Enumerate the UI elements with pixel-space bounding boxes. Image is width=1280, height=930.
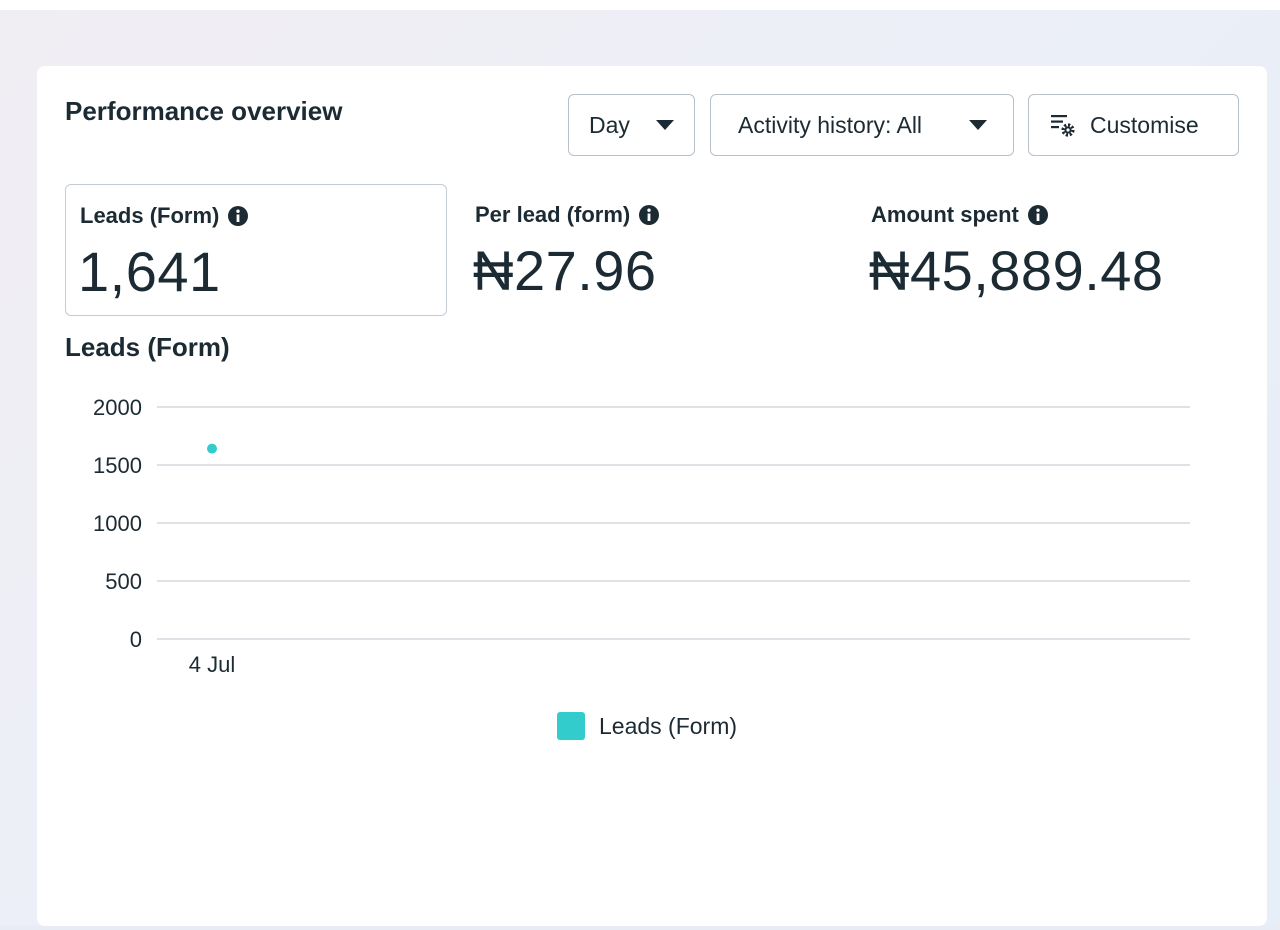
legend-swatch bbox=[557, 712, 585, 740]
x-tick-label: 4 Jul bbox=[189, 652, 235, 677]
y-tick-label: 2000 bbox=[93, 395, 142, 420]
metric-card-amount-spent[interactable]: Amount spent ₦45,889.48 bbox=[857, 184, 1257, 316]
metric-value: ₦45,889.48 bbox=[869, 239, 1164, 302]
data-point[interactable] bbox=[207, 443, 217, 454]
y-tick-label: 1500 bbox=[93, 453, 142, 478]
filter-settings-icon bbox=[1051, 115, 1075, 137]
customise-button[interactable]: Customise bbox=[1028, 94, 1239, 156]
chart-legend[interactable]: Leads (Form) bbox=[557, 712, 737, 740]
metric-label-text: Per lead (form) bbox=[475, 202, 631, 227]
chevron-down-icon bbox=[969, 120, 987, 130]
y-tick-label: 500 bbox=[105, 569, 142, 594]
activity-history-dropdown-button[interactable]: Activity history: All bbox=[710, 94, 1014, 156]
activity-history-label: Activity history: All bbox=[738, 111, 923, 138]
leads-chart: 0 500 1000 1500 2000 4 Jul bbox=[93, 395, 1190, 677]
metric-value: 1,641 bbox=[78, 240, 221, 303]
metric-label: Amount spent bbox=[871, 202, 1049, 228]
day-dropdown-label: Day bbox=[589, 111, 630, 138]
y-tick-label: 1000 bbox=[93, 511, 142, 536]
legend-label: Leads (Form) bbox=[599, 712, 738, 739]
day-dropdown-button[interactable]: Day bbox=[568, 94, 695, 156]
metric-label: Leads (Form) bbox=[80, 203, 249, 229]
metric-card-per-lead[interactable]: Per lead (form) ₦27.96 bbox=[461, 184, 841, 316]
metric-label-text: Amount spent bbox=[871, 202, 1019, 227]
metric-label-text: Leads (Form) bbox=[80, 203, 220, 228]
y-tick-label: 0 bbox=[130, 627, 142, 652]
metric-card-leads-form[interactable]: Leads (Form) 1,641 bbox=[65, 184, 447, 316]
metric-label: Per lead (form) bbox=[475, 202, 660, 228]
performance-overview-card: Performance overview Day Activity histor… bbox=[37, 66, 1267, 926]
bottom-strip bbox=[0, 926, 1280, 930]
chart-title: Leads (Form) bbox=[65, 332, 230, 362]
info-icon[interactable] bbox=[1027, 204, 1049, 226]
customise-label: Customise bbox=[1090, 111, 1199, 138]
chevron-down-icon bbox=[656, 120, 674, 130]
metric-value: ₦27.96 bbox=[473, 239, 657, 302]
info-icon[interactable] bbox=[638, 204, 660, 226]
top-strip bbox=[0, 0, 1280, 10]
page-title: Performance overview bbox=[65, 96, 343, 126]
info-icon[interactable] bbox=[227, 205, 249, 227]
